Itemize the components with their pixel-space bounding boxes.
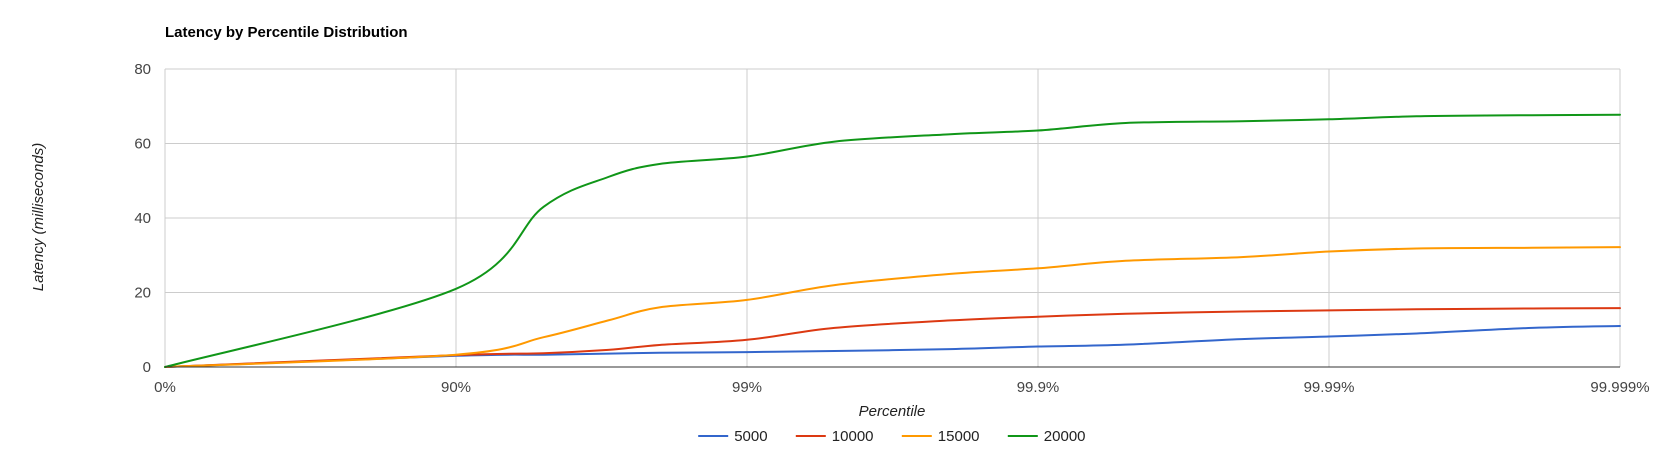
x-tick-label: 99.999% [1590,379,1649,396]
y-tick-label: 80 [134,61,151,78]
y-tick-label: 20 [134,285,151,302]
legend: 5000 10000 15000 20000 [698,428,1086,445]
x-axis-title: Percentile [859,403,926,420]
series-line-15000 [164,246,1621,368]
x-tick-label: 99% [732,379,762,396]
legend-label: 20000 [1044,428,1086,445]
y-tick-label: 60 [134,136,151,153]
y-tick-label: 0 [143,359,151,376]
legend-item-15000: 15000 [901,428,980,445]
legend-label: 10000 [832,428,874,445]
legend-label: 15000 [938,428,980,445]
chart-title: Latency by Percentile Distribution [165,24,408,41]
series-line-20000 [164,113,1621,368]
series-lines [164,113,1621,368]
x-tick-label: 0% [154,379,176,396]
legend-item-10000: 10000 [795,428,874,445]
series-line-10000 [164,307,1621,368]
y-axis-title: Latency (milliseconds) [30,143,47,291]
x-tick-label: 99.99% [1304,379,1355,396]
series-line-5000 [164,325,1621,368]
y-axis-ticks: 0 20 40 60 80 [134,61,151,376]
x-tick-label: 90% [441,379,471,396]
legend-item-20000: 20000 [1007,428,1086,445]
x-tick-label: 99.9% [1017,379,1060,396]
gridlines [164,68,1621,367]
legend-item-5000: 5000 [698,428,768,445]
x-axis-ticks: 0% 90% 99% 99.9% 99.99% 99.999% [154,379,1649,396]
legend-label: 5000 [734,428,767,445]
y-tick-label: 40 [134,210,151,227]
